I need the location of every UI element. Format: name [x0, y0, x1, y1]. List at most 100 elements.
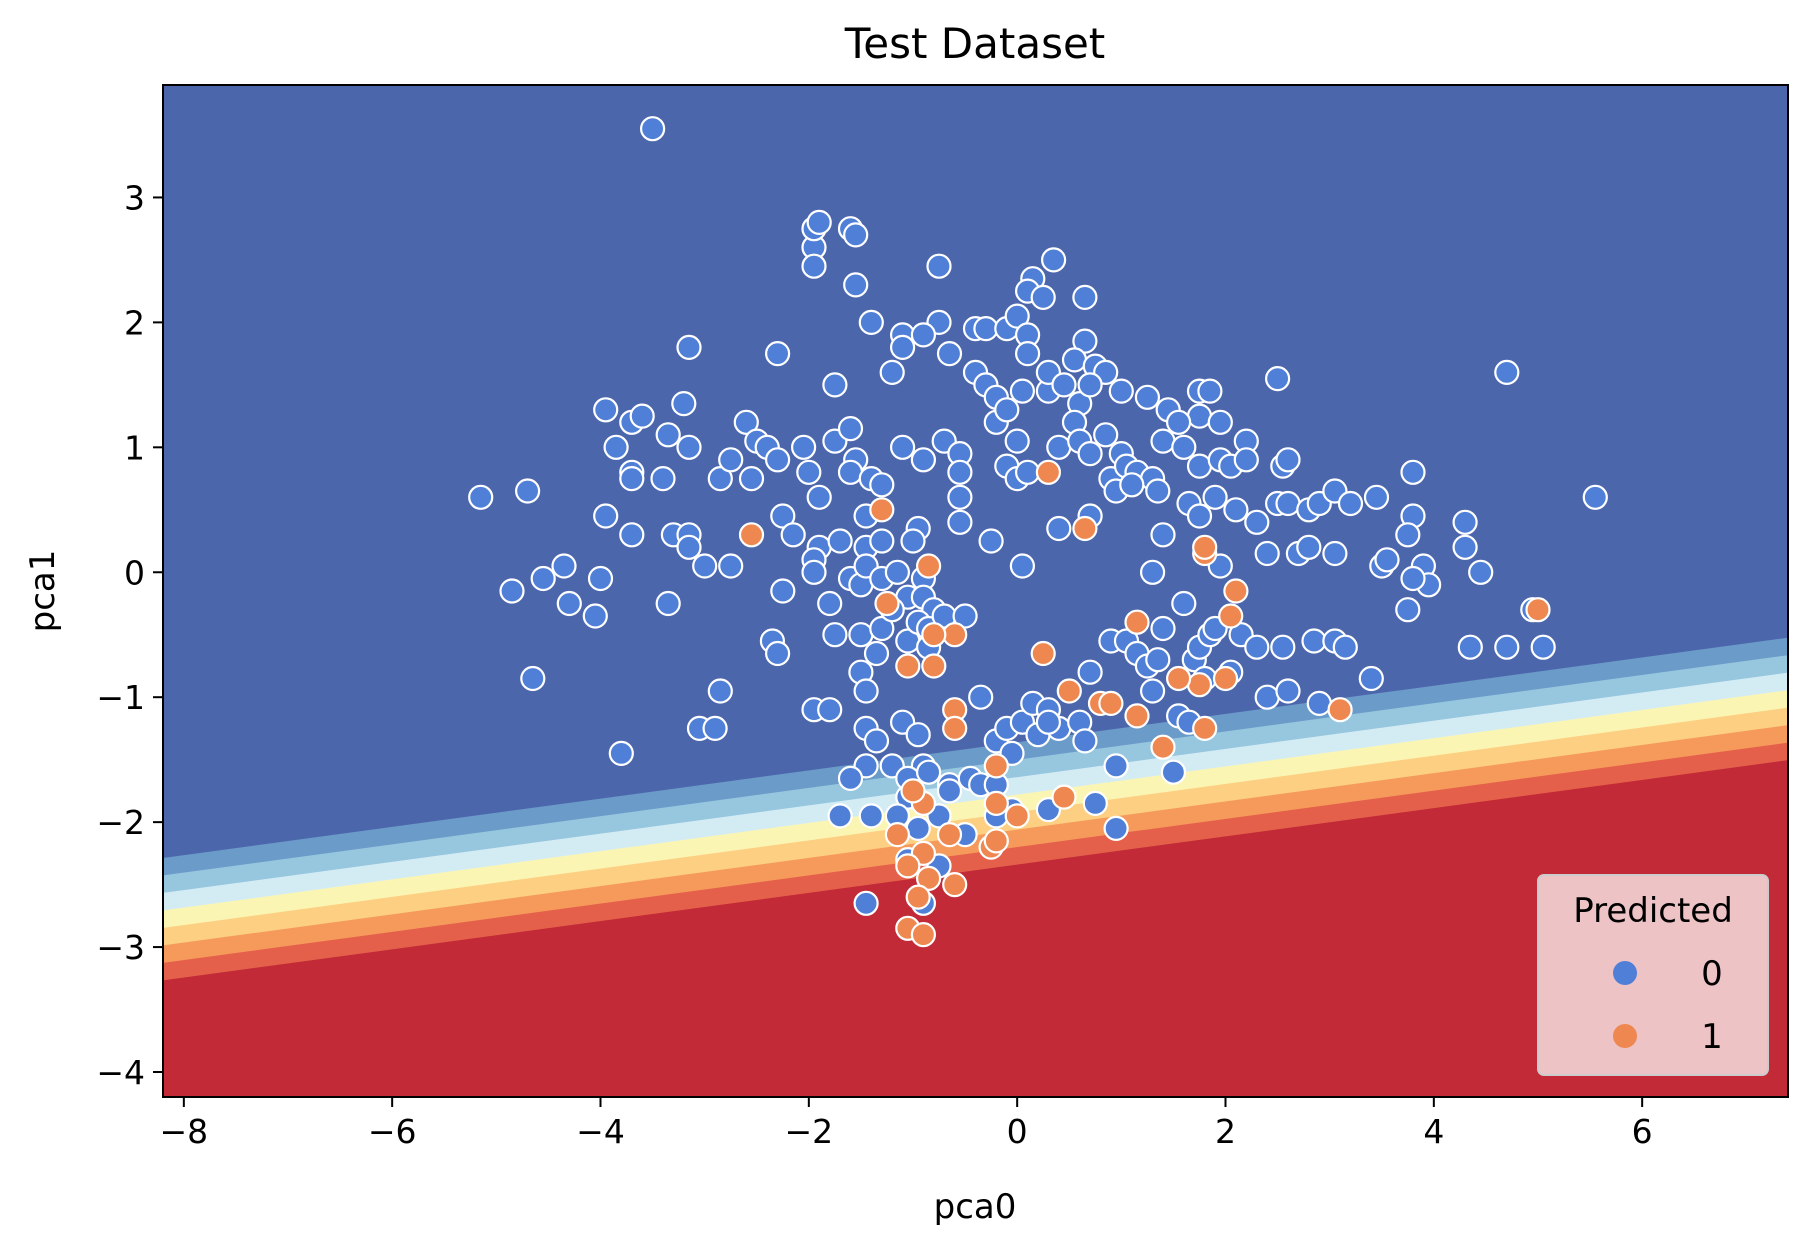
scatter-point-class-0 — [1296, 534, 1322, 560]
scatter-point-class-0 — [1582, 484, 1608, 510]
scatter-point-class-0 — [837, 765, 864, 792]
scatter-point-class-0 — [1145, 647, 1171, 673]
y-tick-label: 0 — [124, 553, 145, 592]
legend: Predicted 0 1 — [1537, 874, 1769, 1076]
scatter-point-class-1 — [1192, 534, 1218, 560]
scatter-point-class-0 — [499, 578, 525, 604]
scatter-point-class-0 — [869, 472, 895, 498]
scatter-point-class-0 — [707, 678, 733, 704]
scatter-point-class-0 — [707, 466, 733, 492]
scatter-point-class-0 — [1197, 378, 1223, 404]
scatter-point-class-1 — [869, 497, 895, 523]
scatter-point-class-0 — [837, 459, 864, 485]
scatter-point-class-0 — [817, 590, 843, 617]
scatter-point-class-0 — [764, 447, 791, 473]
scatter-point-class-0 — [910, 322, 937, 348]
scatter-point-class-1 — [1004, 803, 1030, 829]
scatter-point-class-0 — [1150, 428, 1176, 454]
y-tick-label: −2 — [96, 803, 145, 842]
scatter-point-class-0 — [692, 553, 718, 579]
surface-band — [163, 760, 1788, 1097]
x-tick-label: 0 — [1007, 1112, 1028, 1151]
scatter-point-class-0 — [952, 603, 978, 629]
x-tick-label: 2 — [1215, 1112, 1236, 1151]
scatter-point-class-0 — [655, 590, 681, 617]
y-axis: −4 −3 −2 −1 0 1 2 3 — [96, 178, 163, 1092]
scatter-point-class-0 — [863, 728, 890, 754]
scatter-point-class-0 — [1530, 634, 1556, 660]
scatter-point-class-1 — [1192, 715, 1218, 742]
scatter-point-class-0 — [676, 334, 702, 360]
scatter-point-class-0 — [1119, 472, 1145, 498]
x-tick-label: 6 — [1632, 1112, 1653, 1151]
scatter-point-class-0 — [1040, 247, 1067, 273]
chart-title: Test Dataset — [844, 19, 1106, 68]
scatter-point-class-0 — [1395, 522, 1421, 548]
plot-frame — [162, 84, 1789, 1098]
scatter-point-class-0 — [869, 615, 895, 642]
scatter-point-class-1 — [936, 821, 963, 848]
scatter-point-class-0 — [1061, 347, 1088, 373]
scatter-point-class-0 — [947, 484, 973, 510]
legend-box — [1537, 874, 1769, 1076]
legend-marker-0 — [1613, 961, 1637, 985]
scatter-point-class-0 — [994, 397, 1020, 423]
scatter-point-class-1 — [915, 865, 942, 892]
scatter-point-class-1 — [874, 590, 900, 617]
scatter-point-class-0 — [1171, 590, 1197, 617]
scatter-point-class-0 — [1275, 490, 1301, 517]
decision-surface — [163, 85, 1788, 1097]
x-axis-label: pca0 — [934, 1187, 1017, 1227]
scatter-point-class-0 — [1223, 497, 1249, 523]
scatter-point-class-0 — [1082, 790, 1108, 817]
x-tick-label: −4 — [576, 1112, 625, 1151]
scatter-point-class-0 — [1004, 428, 1030, 454]
scatter-point-class-0 — [1103, 815, 1129, 842]
scatter-point-class-1 — [895, 653, 921, 679]
scatter-point-class-1 — [1072, 515, 1098, 542]
scatter-point-class-0 — [1337, 490, 1364, 517]
scatter-point-class-0 — [1160, 759, 1187, 785]
scatter-point-class-0 — [1072, 728, 1098, 754]
scatter-point-class-0 — [593, 397, 619, 423]
x-axis: −8 −6 −4 −2 0 2 4 6 — [160, 1097, 1653, 1151]
scatter-point-class-0 — [619, 466, 645, 492]
x-tick-label: −8 — [160, 1112, 209, 1151]
y-tick-label: 2 — [124, 303, 145, 342]
scatter-point-class-0 — [587, 565, 614, 592]
scatter-point-class-1 — [1030, 640, 1056, 667]
scatter-point-class-1 — [921, 653, 947, 679]
scatter-point-class-0 — [582, 603, 608, 629]
scatter-point-class-0 — [468, 484, 494, 510]
scatter-point-class-1 — [915, 553, 942, 579]
scatter-point-class-0 — [530, 565, 556, 592]
legend-title: Predicted — [1573, 891, 1733, 931]
scatter-point-class-0 — [1103, 753, 1129, 779]
scatter-point-class-1 — [942, 871, 968, 898]
scatter-point-class-0 — [806, 484, 832, 510]
scatter-point-class-0 — [556, 590, 582, 617]
scatter-point-class-0 — [936, 341, 963, 367]
scatter-point-class-0 — [1108, 378, 1134, 404]
scatter-point-class-0 — [858, 803, 884, 829]
y-tick-label: 3 — [124, 178, 145, 217]
scatter-point-class-1 — [1223, 578, 1249, 604]
scatter-point-class-0 — [889, 334, 916, 360]
scatter-point-class-0 — [1457, 634, 1483, 660]
scatter-point-class-1 — [900, 778, 926, 804]
scatter-point-class-0 — [1009, 553, 1036, 579]
scatter-point-class-0 — [1186, 503, 1213, 529]
scatter-point-class-1 — [1051, 784, 1077, 810]
scatter-point-class-1 — [884, 821, 911, 848]
scatter-point-class-0 — [848, 622, 874, 648]
scatter-point-class-0 — [1014, 341, 1041, 367]
scatter-point-class-0 — [1452, 509, 1478, 535]
scatter-point-class-0 — [1014, 459, 1041, 485]
scatter-point-class-0 — [639, 116, 666, 142]
scatter-point-class-0 — [1030, 284, 1056, 310]
legend-marker-1 — [1613, 1024, 1637, 1048]
scatter-point-class-1 — [1124, 703, 1150, 729]
y-tick-label: −4 — [96, 1053, 145, 1092]
scatter-point-class-0 — [1186, 403, 1213, 429]
scatter-point-class-0 — [1072, 284, 1098, 310]
